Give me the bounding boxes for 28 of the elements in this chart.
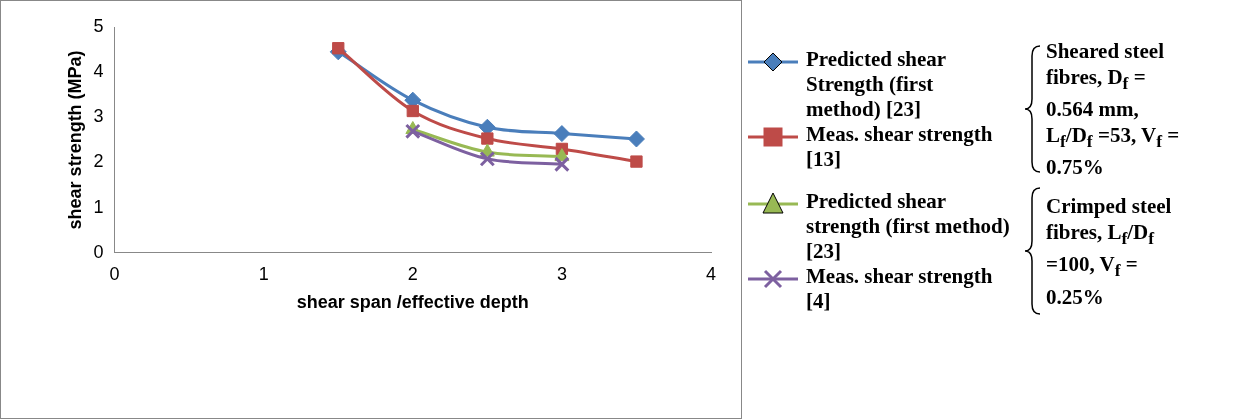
legend-label: Predicted shear Strength (first method) [23] — [806, 46, 947, 122]
legend-label: Meas. shear strength [4] — [806, 263, 994, 314]
y-tick-label: 0 — [93, 241, 104, 262]
legend-label: Meas. shear strength [13] — [806, 121, 994, 172]
x-axis-title: shear span /effective depth — [296, 292, 529, 313]
y-axis-title: shear strength (MPa) — [64, 50, 85, 230]
point — [404, 123, 421, 140]
y-tick-label: 3 — [93, 106, 104, 127]
x-tick-label: 3 — [556, 263, 567, 284]
point — [479, 151, 496, 167]
point — [553, 125, 571, 143]
x-tick-label: 0 — [109, 263, 120, 284]
point — [554, 156, 570, 173]
y-tick-label: 2 — [93, 151, 104, 172]
x-tick-label: 2 — [407, 263, 418, 284]
point — [630, 155, 643, 168]
point — [481, 132, 494, 145]
y-tick-label: 1 — [93, 196, 104, 217]
point — [627, 130, 645, 148]
text: Sheared steel fibres, D$_{f}$ = 0.564 mm, L$_{f}$/D$_{f}$ =53, V$_{f}$ = 0.75% — [1046, 39, 1180, 180]
point — [406, 104, 419, 118]
text: Crimped steel fibres, L$_{f}$/D$_{f}$ =100, V$_{f}$ = 0.25% — [1046, 194, 1172, 309]
y-tick-label: 5 — [93, 15, 104, 36]
x-tick-label: 1 — [258, 263, 269, 284]
x-tick-label: 4 — [705, 263, 717, 284]
legend-label: Predicted shear strength (first method) [23] — [806, 188, 1011, 264]
y-tick-label: 4 — [93, 61, 104, 82]
point — [332, 42, 345, 55]
